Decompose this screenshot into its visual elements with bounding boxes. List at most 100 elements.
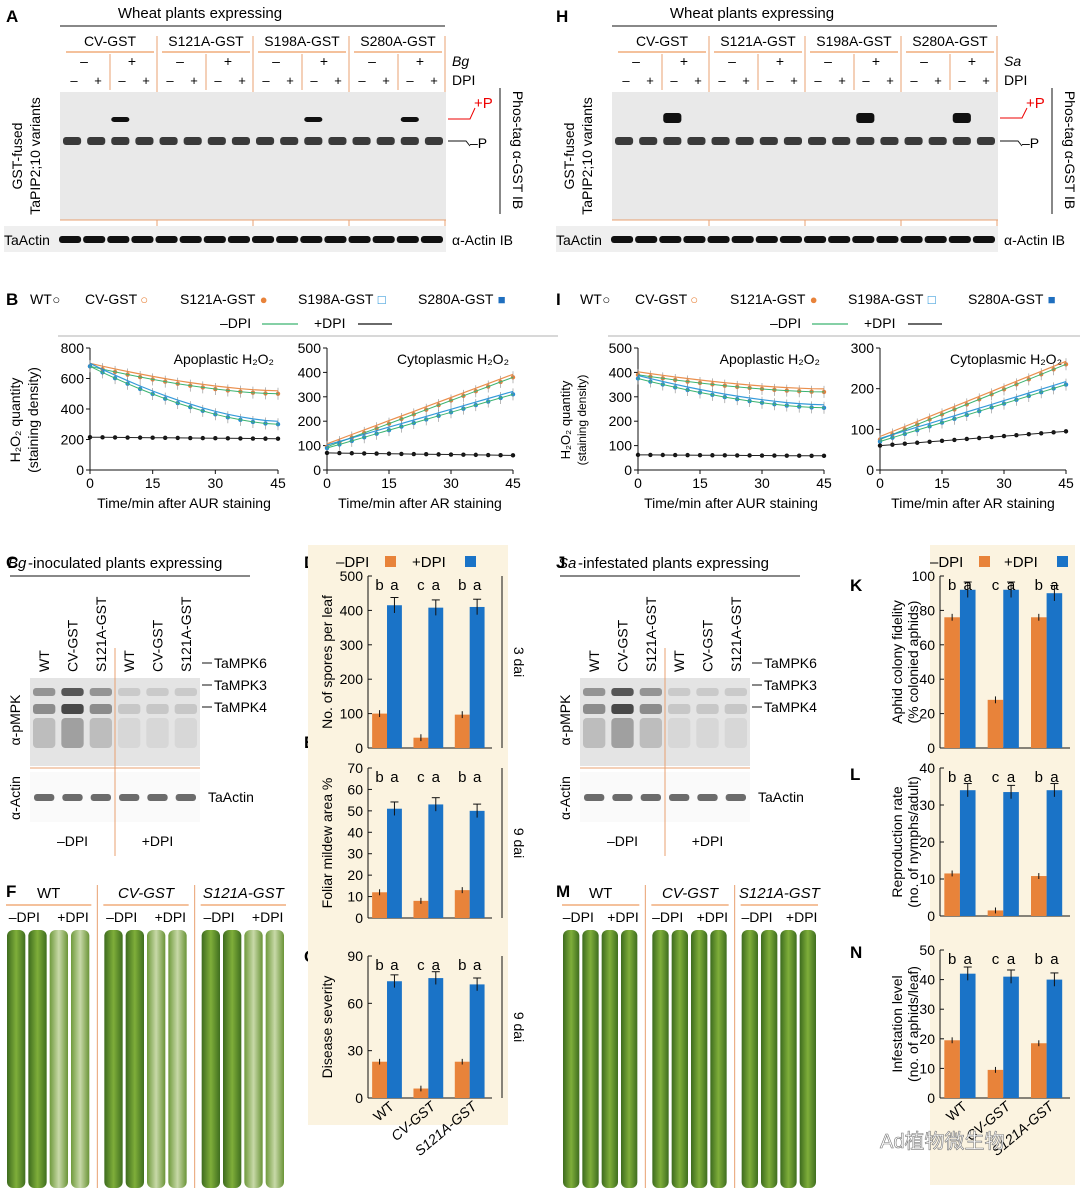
sig-letter: c	[992, 577, 1000, 594]
sig-letter: a	[1050, 577, 1059, 594]
x-tick-label: 0	[634, 475, 642, 491]
lane-label: WT	[671, 650, 687, 672]
smear	[696, 718, 719, 748]
actin-band	[59, 236, 82, 243]
series-line-alt	[326, 373, 514, 445]
bar-minus-dpi	[1031, 1043, 1047, 1098]
actin-band	[252, 236, 275, 243]
y-tick-label: 600	[61, 371, 85, 387]
band-label: TaMPK6	[214, 655, 267, 671]
series-line-alt	[637, 371, 825, 390]
patho-minus: –	[368, 53, 376, 69]
sig-letter: b	[1035, 577, 1043, 594]
leaf-blade	[168, 930, 187, 1188]
mpk3-band	[89, 704, 112, 714]
actin-band	[90, 794, 111, 801]
watermark-text: Ad植物微生物	[880, 1130, 1004, 1153]
y-axis-label: No. of spores per leaf	[319, 595, 335, 729]
blot-band-p	[928, 137, 947, 145]
smear	[724, 718, 747, 748]
legend-symbol: ●	[260, 292, 268, 307]
y-tick-label: 30	[919, 1001, 935, 1017]
sig-letter: b	[375, 769, 383, 786]
leaf-blade	[7, 930, 26, 1188]
mpk6-band	[146, 688, 169, 696]
dpi-sign: +	[286, 73, 294, 88]
leaf-blade	[582, 930, 599, 1188]
patho-plus: +	[320, 53, 328, 69]
bar-plus-dpi	[1003, 792, 1019, 916]
series-line	[637, 374, 825, 393]
x-axis-label: Time/min after AR staining	[891, 495, 1055, 511]
patho-minus: –	[728, 53, 736, 69]
leaf-group-label: WT	[37, 885, 60, 902]
dpi-sign: –	[862, 73, 870, 88]
sig-letter: c	[417, 957, 425, 974]
dpi-sign: –	[622, 73, 630, 88]
y-tick-label: 100	[851, 421, 875, 437]
panel-label-b: B	[6, 290, 18, 309]
actin-ab-label: α-Actin	[557, 776, 573, 820]
x-tick-label: 15	[692, 475, 708, 491]
plusp-label: +P	[474, 95, 493, 112]
sig-letter: a	[390, 769, 399, 786]
bar-plus-dpi	[469, 810, 485, 918]
y-axis-label: Foliar mildew area %	[319, 778, 335, 909]
bar-minus-dpi	[413, 900, 429, 918]
plusp-pointer	[448, 107, 476, 120]
dpi-sign: –	[766, 73, 774, 88]
bar-minus-dpi	[987, 1069, 1004, 1098]
blot-band-p	[639, 137, 658, 145]
panel-label-n: N	[850, 943, 862, 962]
y-axis-label-2: (staining density)	[25, 367, 41, 473]
leaf-blade	[691, 930, 708, 1188]
series-line-alt	[89, 362, 279, 392]
y-axis-label: Infestation level	[889, 975, 905, 1072]
blot-membrane	[612, 92, 998, 220]
bar-plus-dpi	[1046, 593, 1063, 748]
dpi-sign: –	[166, 73, 174, 88]
y-tick-label: 0	[355, 1090, 363, 1106]
leaf-blade	[49, 930, 68, 1188]
band-label: TaMPK4	[764, 699, 817, 715]
panel-label-k: K	[850, 576, 863, 595]
y-tick-label: 300	[340, 637, 364, 653]
series-line	[89, 365, 279, 425]
y-tick-label: 0	[927, 908, 935, 924]
y-tick-label: 0	[927, 1090, 935, 1106]
y-tick-label: 100	[609, 438, 633, 454]
legend-plus-dpi: +DPI	[314, 315, 346, 331]
dpi-sign: +	[334, 73, 342, 88]
smear	[146, 718, 169, 748]
plus-dpi-label: +DPI	[142, 833, 174, 849]
actin-band	[669, 794, 690, 801]
legend-minus: –DPI	[336, 554, 369, 571]
mpk3-band	[146, 704, 169, 714]
sig-letter: a	[432, 769, 441, 786]
legend-minus-dpi: –DPI	[220, 315, 251, 331]
actin-band	[683, 236, 706, 243]
actin-ib-label: α-Actin IB	[452, 232, 513, 248]
dpi-sign: –	[262, 73, 270, 88]
mpk-blot-panel-j: Sa -infestated plants expressing WT CV-GST S…	[557, 555, 817, 856]
y-tick-label: 20	[347, 867, 363, 883]
mpk3-band	[118, 704, 141, 714]
blot-band-p	[183, 137, 202, 145]
bar-plus-dpi	[428, 978, 444, 1098]
mpk3-band	[639, 704, 662, 714]
dpi-sign: –	[310, 73, 318, 88]
lane-label: CV-GST	[700, 619, 716, 672]
sig-letter: b	[458, 957, 466, 974]
leaf-group-label: WT	[589, 885, 612, 902]
actin-band	[972, 236, 995, 243]
leaf-blade	[201, 930, 220, 1188]
actin-band	[635, 236, 658, 243]
band-label: TaMPK6	[764, 655, 817, 671]
actin-band	[348, 236, 371, 243]
leaf-plus-label: +DPI	[252, 909, 284, 925]
y-tick-label: 60	[347, 995, 363, 1011]
variant-label: CV-GST	[636, 33, 689, 49]
patho-plus: +	[776, 53, 784, 69]
y-axis-label: Aphid colony fidelity	[889, 600, 905, 724]
y-tick-label: 300	[298, 389, 322, 405]
